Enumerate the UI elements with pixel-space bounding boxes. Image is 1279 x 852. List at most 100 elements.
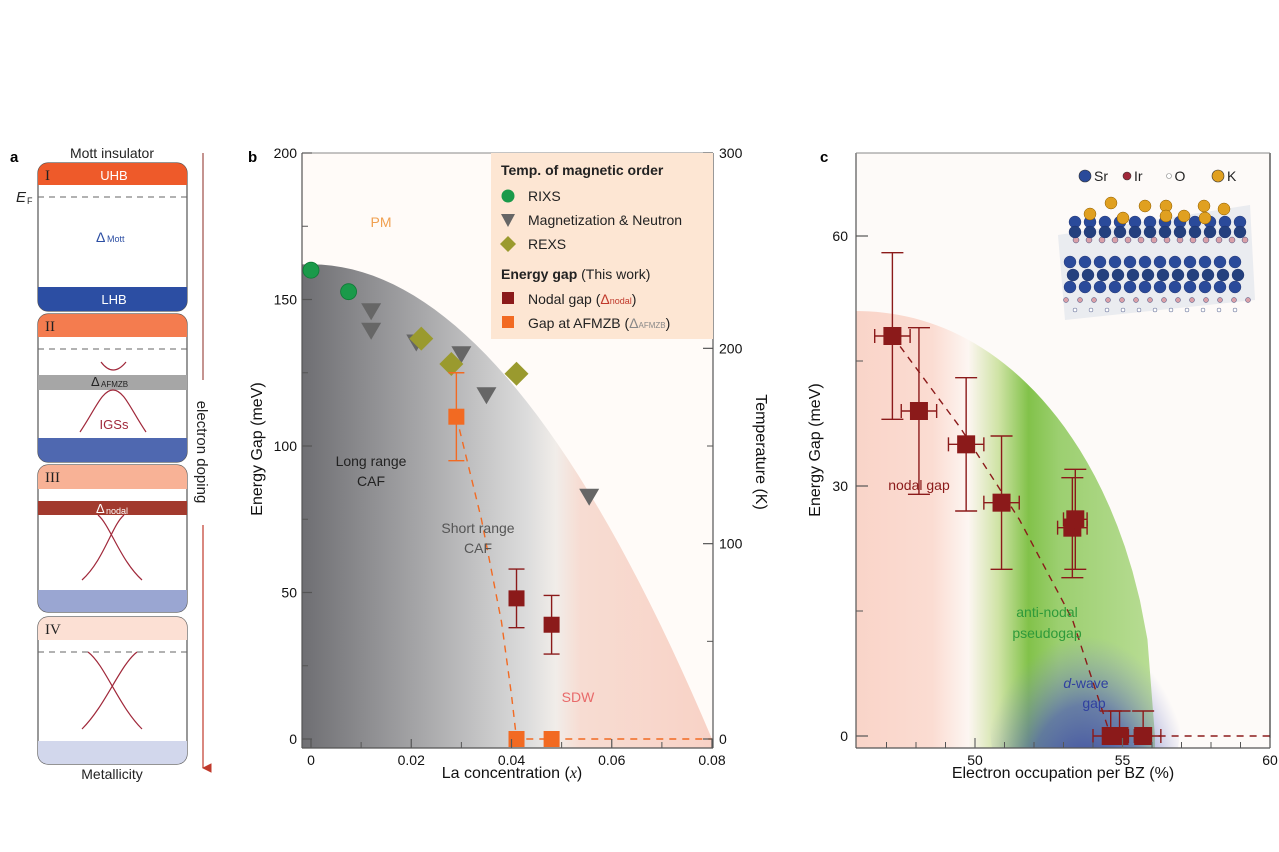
ir-atom (1241, 236, 1249, 244)
electron-doping-label: electron doping (193, 401, 210, 504)
ir-atom (1228, 236, 1236, 244)
igs-curve (79, 389, 147, 433)
x-tick-label: 0 (307, 752, 315, 768)
sr-atom (1186, 268, 1200, 282)
y2-tick-label: 200 (719, 340, 743, 356)
delta-nodal-symbol: Δ (96, 501, 105, 516)
legend-afmzb-marker (502, 316, 514, 328)
inset-legend-sr-marker (1078, 169, 1092, 183)
panel-c-label: c (820, 149, 828, 166)
long-range-caf-label-line2: CAF (357, 473, 385, 489)
y-tick-label: 0 (289, 731, 297, 747)
ir-atom (1147, 297, 1153, 303)
long-range-caf-label-line1: Long range (336, 453, 407, 469)
y2-tick-label: 100 (719, 536, 743, 552)
panel-c: c 50 55 60 0 30 60 nodal gap anti-nodal pseud… (807, 149, 1278, 782)
x-tick-label: 0.02 (398, 752, 425, 768)
sr-atom (1068, 225, 1082, 239)
sr-atom (1168, 255, 1182, 269)
d-wave-gap-region (990, 580, 1180, 748)
legend-group2-title: Energy gap (This work) (501, 266, 650, 282)
lhb-band (38, 287, 187, 311)
afmzb-gap-point (543, 731, 560, 747)
sr-atom (1228, 255, 1242, 269)
panel-b-xlabel: La concentration (x) (442, 765, 583, 782)
x-tick-label: 60 (1262, 752, 1278, 768)
panel-b-y2label: Temperature (K) (752, 394, 769, 510)
y-tick-label: 60 (832, 228, 848, 244)
k-atom (1159, 209, 1173, 223)
sr-atom (1173, 225, 1187, 239)
k-atom (1177, 209, 1191, 223)
y-tick-label: 0 (840, 728, 848, 744)
upper-band-curve (100, 361, 127, 371)
inset-legend-ir-label: Ir (1134, 168, 1143, 184)
magnetization-point (361, 322, 382, 340)
inset-legend-ir-marker (1122, 171, 1132, 181)
y-tick-label: 150 (274, 292, 298, 308)
sr-atom (1098, 225, 1112, 239)
rexs-point (439, 351, 464, 376)
legend-magnetization-label: Magnetization & Neutron (528, 212, 682, 228)
stage-iv-box: IV (37, 616, 188, 765)
nodal-gap-point (883, 327, 902, 345)
inset-legend-o-marker (1166, 173, 1172, 179)
ir-atom (1091, 297, 1097, 303)
stage-ii-box: II Δ AFMZB IGSs (37, 313, 188, 463)
sr-atom (1188, 225, 1202, 239)
nodal-gap-point (957, 435, 976, 454)
ir-atom (1133, 297, 1139, 303)
stage-i-box: I UHB LHB Δ Mott (37, 162, 188, 312)
k-atom (1104, 196, 1118, 210)
sr-atom (1156, 268, 1170, 282)
nodal-gap-point (543, 616, 560, 633)
legend-afmzb-label: Gap at AFMZB (ΔAFMZB) (528, 315, 670, 331)
sr-atom (1081, 268, 1095, 282)
sr-atom (1063, 280, 1077, 294)
sr-atom (1138, 255, 1152, 269)
panel-b: b 0 0.02 0.04 0.06 0.08 0 50 100 150 200 0 100 200 30… (248, 145, 769, 782)
legend-nodal-label: Nodal gap (Δnodal) (528, 291, 636, 307)
ir-atom (1124, 236, 1132, 244)
y-tick-label: 200 (274, 145, 298, 161)
d-wave-label-line2: gap (1082, 695, 1106, 711)
k-atom (1083, 207, 1097, 221)
sr-atom (1141, 268, 1155, 282)
o-atom (1088, 307, 1094, 313)
rexs-point (504, 361, 529, 386)
legend-group1-title: Temp. of magnetic order (501, 162, 664, 178)
sr-atom (1078, 255, 1092, 269)
sr-atom (1183, 280, 1197, 294)
sr-atom (1213, 280, 1227, 294)
crystal-structure-inset: Sr Ir O K (1058, 168, 1255, 320)
sr-atom (1093, 280, 1107, 294)
legend-magnetization-marker (501, 214, 515, 227)
sr-atom (1138, 280, 1152, 294)
nodal-gap-region-label: nodal gap (888, 477, 950, 493)
sr-atom (1143, 225, 1157, 239)
lhb-label: LHB (101, 292, 126, 307)
k-atom (1116, 211, 1130, 225)
panel-a: a Mott insulator Metallicity I UHB LHB Δ… (10, 145, 212, 782)
sr-atom (1113, 225, 1127, 239)
sr-atom (1201, 268, 1215, 282)
ir-atom (1150, 236, 1158, 244)
igs-label: IGSs (100, 417, 129, 432)
sr-atom (1171, 268, 1185, 282)
sdw-region-label: SDW (562, 689, 595, 705)
stage-iii-numeral: III (45, 470, 60, 486)
nodal-gap-point (1134, 727, 1153, 745)
panel-b-label: b (248, 149, 257, 166)
sr-atom (1063, 255, 1077, 269)
afmzb-gap-point (508, 731, 525, 747)
inset-legend-o-label: O (1175, 168, 1186, 184)
x-tick-label: 55 (1115, 752, 1131, 768)
k-atom (1138, 199, 1152, 213)
o-atom (1184, 307, 1190, 313)
magnetization-point (361, 303, 382, 321)
inset-legend-k-label: K (1227, 168, 1237, 184)
ir-atom (1203, 297, 1209, 303)
sr-atom (1126, 268, 1140, 282)
sr-atom (1108, 280, 1122, 294)
